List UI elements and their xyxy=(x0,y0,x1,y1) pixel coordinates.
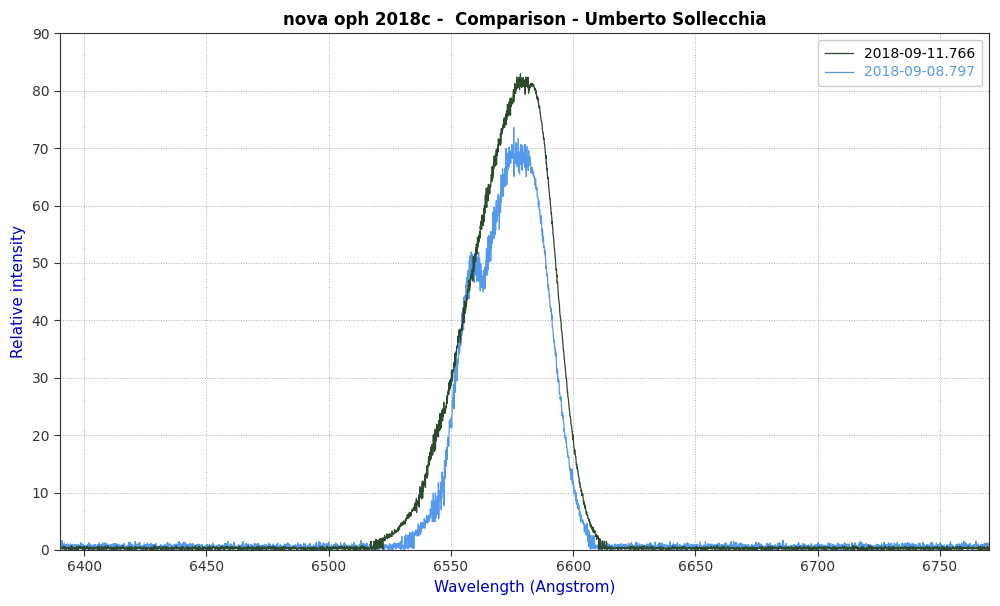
2018-09-08.797 xyxy=(983,545,995,552)
2018-09-11.766 xyxy=(444,385,456,393)
2018-09-11.766 xyxy=(54,544,66,551)
Title: nova oph 2018c -  Comparison - Umberto Sollecchia: nova oph 2018c - Comparison - Umberto So… xyxy=(283,11,766,29)
2018-09-11.766 xyxy=(495,127,507,135)
2018-09-08.797 xyxy=(955,541,967,548)
2018-09-11.766 xyxy=(662,546,674,553)
Y-axis label: Relative intensity: Relative intensity xyxy=(11,225,26,358)
2018-09-08.797 xyxy=(451,364,463,371)
2018-09-11.766 xyxy=(909,545,921,553)
2018-09-08.797 xyxy=(669,546,681,553)
2018-09-11.766 xyxy=(514,70,526,78)
2018-09-11.766 xyxy=(983,544,995,551)
2018-09-11.766 xyxy=(955,545,967,552)
Legend: 2018-09-11.766, 2018-09-08.797: 2018-09-11.766, 2018-09-08.797 xyxy=(818,41,982,87)
2018-09-08.797 xyxy=(495,171,507,179)
2018-09-08.797 xyxy=(508,124,520,131)
Line: 2018-09-11.766: 2018-09-11.766 xyxy=(60,74,989,550)
2018-09-08.797 xyxy=(54,544,66,551)
2018-09-08.797 xyxy=(444,416,456,424)
Line: 2018-09-08.797: 2018-09-08.797 xyxy=(60,127,989,550)
2018-09-08.797 xyxy=(729,542,741,549)
2018-09-11.766 xyxy=(451,344,463,351)
X-axis label: Wavelength (Angstrom): Wavelength (Angstrom) xyxy=(434,580,615,595)
2018-09-08.797 xyxy=(909,541,921,548)
2018-09-11.766 xyxy=(729,545,741,552)
